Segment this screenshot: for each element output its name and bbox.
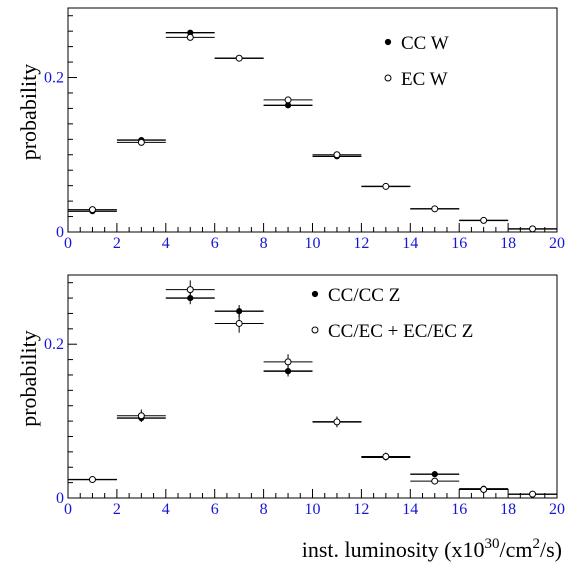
x-tick-label: 6	[211, 501, 219, 518]
x-tick-label: 2	[113, 235, 121, 252]
open-data-point	[235, 54, 243, 62]
legend-label: CC/EC + EC/EC Z	[328, 321, 473, 342]
filled-data-point	[236, 308, 243, 315]
plot-frame	[67, 274, 558, 499]
x-tick-label: 12	[353, 501, 369, 518]
x-axis-title-exponent-1: 30	[485, 536, 500, 552]
open-data-point	[382, 182, 390, 190]
open-data-point	[431, 477, 439, 485]
legend-marker	[384, 74, 392, 82]
filled-data-point	[431, 471, 438, 478]
open-data-point	[137, 138, 145, 146]
x-tick-label: 8	[260, 235, 268, 252]
y-tick-label: 0	[56, 224, 64, 241]
x-axis-title-suffix: /s)	[540, 537, 562, 562]
x-tick-label: 18	[500, 235, 516, 252]
x-tick-label: 12	[353, 235, 369, 252]
x-tick-label: 16	[451, 235, 467, 252]
x-tick-label: 4	[162, 501, 170, 518]
open-data-point	[284, 96, 292, 104]
x-tick-label: 18	[500, 501, 516, 518]
legend-label: CC W	[401, 33, 449, 54]
x-axis-title-exponent-2: 2	[533, 536, 541, 552]
x-tick-label: 10	[305, 235, 321, 252]
legend-label: EC W	[401, 69, 448, 90]
x-tick-label: 14	[402, 235, 418, 252]
open-data-point	[137, 412, 145, 420]
x-axis-title: inst. luminosity (x1030/cm2/s)	[302, 536, 562, 562]
plot-frame	[67, 7, 558, 233]
filled-data-point	[284, 102, 292, 109]
legend-label: CC/CC Z	[328, 285, 400, 306]
x-tick-label: 4	[162, 235, 170, 252]
y-tick-label: 0.2	[44, 70, 64, 87]
open-data-point	[88, 476, 96, 484]
open-data-point	[235, 319, 243, 327]
open-data-point	[480, 216, 488, 224]
x-tick-label: 0	[64, 235, 72, 252]
x-axis-title-middle: /cm	[500, 537, 533, 562]
legend-marker	[311, 290, 319, 298]
open-data-point	[333, 418, 341, 426]
x-tick-label: 14	[402, 501, 418, 518]
open-data-point	[186, 286, 194, 294]
legend-marker	[384, 38, 392, 46]
open-data-point	[186, 33, 194, 41]
y-tick-label: 0	[56, 490, 64, 507]
y-tick-label: 0.2	[44, 336, 64, 353]
x-tick-label: 16	[451, 501, 467, 518]
open-data-point	[333, 151, 341, 159]
open-data-point	[431, 205, 439, 213]
x-tick-label: 8	[260, 501, 268, 518]
y-axis-title: probability	[16, 64, 41, 161]
open-data-point	[88, 206, 96, 214]
legend-marker	[311, 326, 319, 334]
x-tick-label: 10	[305, 501, 321, 518]
open-data-point	[382, 452, 390, 460]
open-data-point	[529, 490, 537, 498]
x-tick-label: 20	[549, 235, 565, 252]
x-tick-label: 20	[549, 501, 565, 518]
y-axis-title: probability	[16, 330, 41, 427]
x-tick-label: 6	[211, 235, 219, 252]
open-data-point	[480, 486, 488, 494]
x-axis-title-prefix: inst. luminosity (x10	[302, 537, 485, 562]
open-data-point	[284, 358, 292, 366]
open-data-point	[529, 225, 537, 233]
x-tick-label: 2	[113, 501, 121, 518]
x-tick-label: 0	[64, 501, 72, 518]
